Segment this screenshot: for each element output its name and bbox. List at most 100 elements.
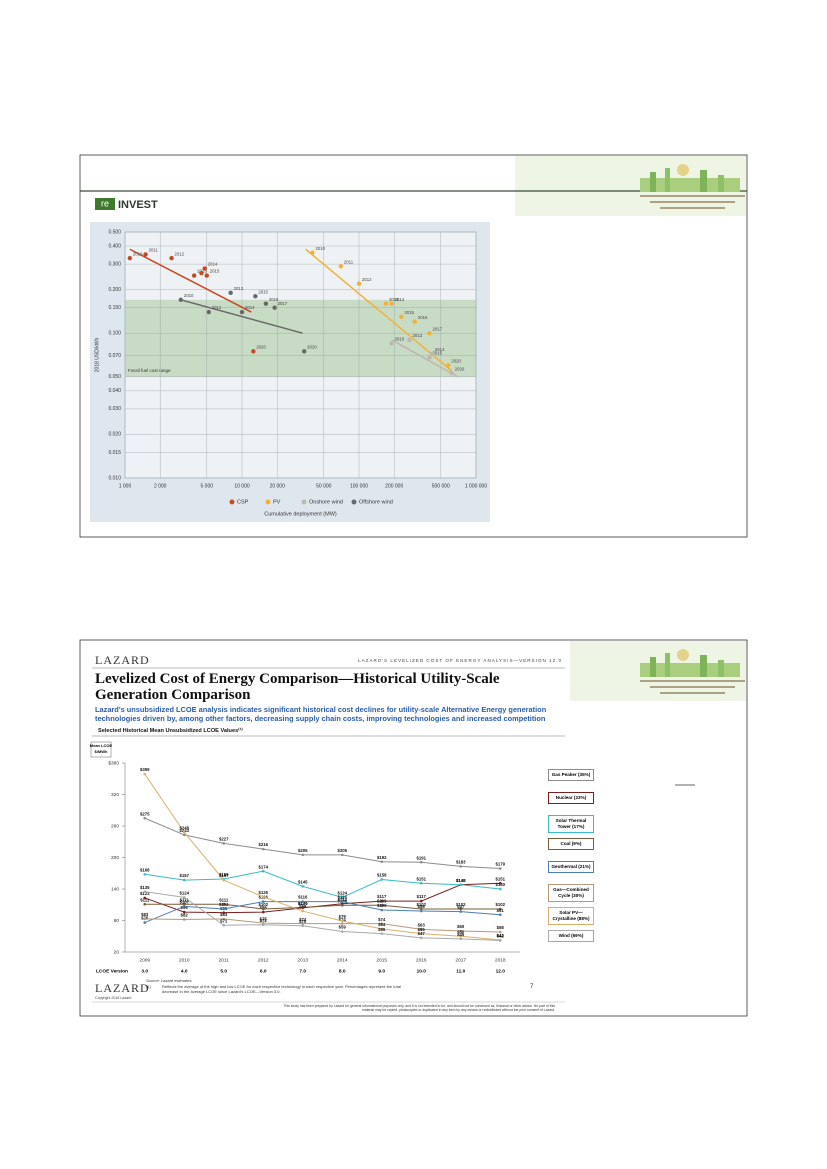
x-tick-label: 2010	[179, 957, 190, 963]
data-point	[204, 273, 209, 278]
point-label: 2012	[175, 251, 185, 256]
data-point	[222, 842, 226, 845]
point-label: 2020	[256, 344, 266, 349]
data-point	[498, 930, 502, 934]
point-label: 2013	[234, 286, 244, 291]
data-point	[199, 270, 204, 276]
value-label: $109	[377, 898, 387, 903]
legend-label: Onshore wind	[309, 499, 343, 505]
value-label: $148	[456, 878, 466, 883]
data-point	[261, 923, 265, 926]
data-point	[301, 906, 305, 909]
legend-entry: Wind (69%)	[548, 930, 594, 942]
data-point	[340, 903, 344, 907]
point-label: 2014	[245, 305, 255, 310]
data-point	[399, 314, 404, 319]
data-point	[340, 853, 344, 857]
data-point	[356, 281, 362, 286]
point-label: 2011	[344, 259, 354, 264]
value-label: $63	[418, 923, 426, 928]
y-tick-label: $380	[108, 760, 119, 766]
value-label: $102	[219, 902, 229, 907]
x-tick-label: 2009	[139, 957, 150, 963]
data-point	[340, 930, 344, 933]
value-label: $151	[495, 876, 505, 881]
legend-marker	[301, 499, 307, 505]
legend-marker	[265, 499, 271, 505]
value-label: $192	[377, 855, 387, 860]
value-label: $124	[179, 891, 189, 896]
data-point	[202, 266, 207, 271]
series-line	[144, 901, 501, 924]
y-tick-label: 0.015	[108, 450, 121, 456]
slide-subtitle: Lazard's unsubsidized LCOE analysis indi…	[95, 705, 547, 723]
data-point	[427, 331, 432, 336]
data-point	[182, 896, 186, 899]
x-tick-label: 500 000	[432, 483, 450, 489]
point-label: 2016	[418, 315, 428, 320]
version: 7.0	[299, 968, 306, 974]
data-point	[127, 255, 133, 261]
value-label: $111	[140, 897, 150, 902]
point-label: 2017	[432, 326, 442, 331]
section-title: Selected Historical Mean Unsubsidized LC…	[98, 728, 243, 734]
value-label: $227	[219, 836, 229, 841]
disclaimer: This study has been prepared by Lazard f…	[283, 1004, 555, 1013]
version: 5.0	[220, 968, 227, 974]
data-point	[380, 922, 384, 925]
value-label: $205	[337, 848, 347, 853]
value-label: $55	[418, 927, 426, 932]
city-illustration	[640, 164, 745, 209]
y-axis-label: $/MWh	[95, 749, 108, 754]
band-label: Fossil fuel cost range	[128, 368, 171, 373]
data-point	[222, 878, 226, 882]
y-tick-label: 0.070	[108, 353, 121, 359]
y-tick-label: 320	[111, 792, 119, 798]
value-label: $64	[378, 922, 386, 927]
value-label: $82	[181, 913, 189, 918]
value-label: $183	[456, 860, 466, 865]
value-label: $157	[179, 873, 189, 878]
data-point	[419, 881, 423, 885]
data-point	[419, 928, 423, 931]
value-label: $104	[298, 901, 308, 906]
data-point	[498, 907, 502, 911]
point-label: 2012	[362, 277, 372, 282]
version: 10.0	[417, 968, 427, 974]
fossil-band	[125, 299, 476, 377]
x-tick-label: 20 000	[270, 483, 286, 489]
legend-entry: Coal (9%)	[548, 838, 594, 850]
y-tick-label: 20	[114, 949, 120, 955]
value-label: $97	[457, 905, 465, 910]
data-point	[182, 918, 186, 921]
data-point	[182, 902, 186, 906]
x-tick-label: 1 000 000	[465, 483, 487, 489]
value-label: $83	[220, 912, 228, 917]
data-point	[498, 867, 502, 870]
data-point	[419, 932, 423, 935]
x-tick-label: 50 000	[316, 483, 332, 489]
point-label: 2017	[278, 301, 288, 306]
value-label: $74	[378, 917, 386, 922]
data-point	[261, 910, 265, 914]
logo-text: INVEST	[118, 199, 158, 211]
data-point	[412, 319, 418, 324]
y-tick-label: 260	[111, 823, 119, 829]
legend-label: Offshore wind	[359, 499, 393, 505]
data-point	[380, 932, 384, 935]
data-point	[301, 924, 305, 928]
data-point	[498, 939, 502, 942]
point-label: 2014	[395, 297, 405, 302]
data-point	[459, 865, 463, 868]
data-point	[222, 902, 226, 906]
y-tick-label: 0.300	[108, 261, 121, 267]
value-label: $43	[497, 933, 505, 938]
y-tick-label: 0.150	[108, 305, 121, 311]
x-tick-label: 2013	[297, 957, 308, 963]
data-point	[182, 910, 186, 914]
series-line	[144, 918, 501, 933]
data-point	[459, 910, 463, 913]
trend-line	[391, 339, 459, 378]
